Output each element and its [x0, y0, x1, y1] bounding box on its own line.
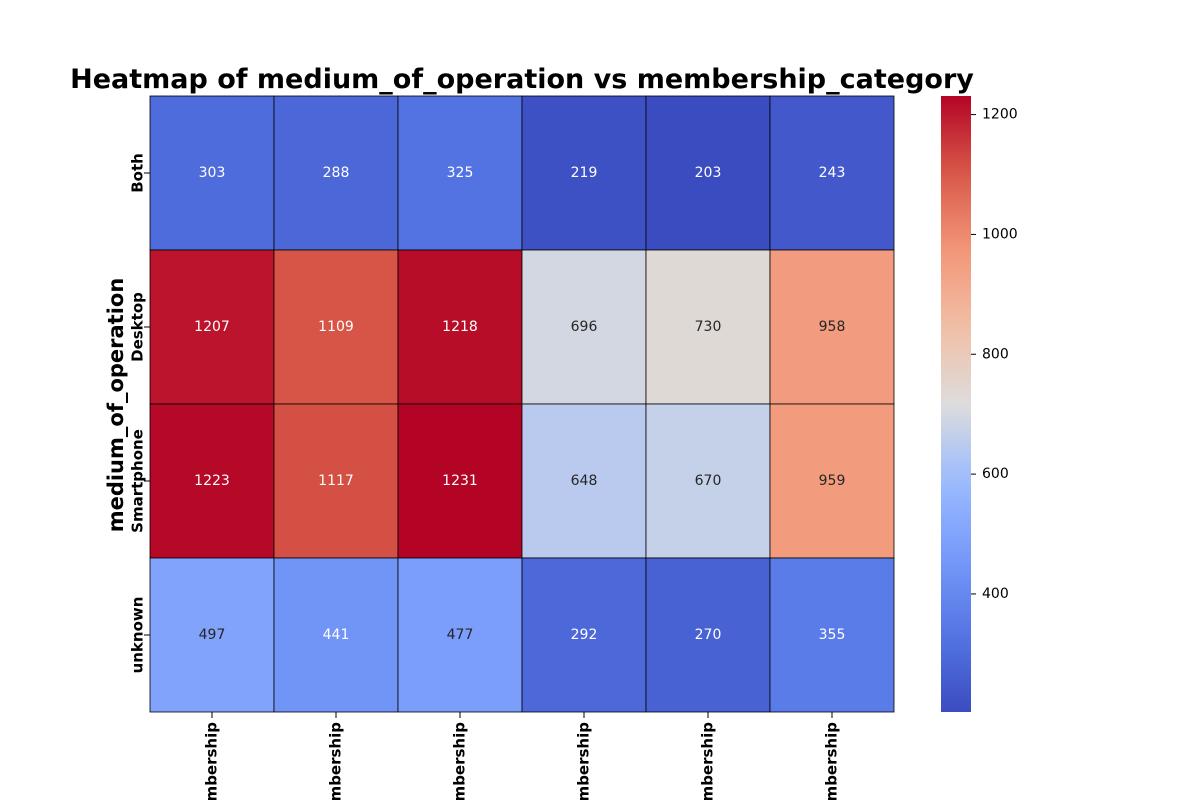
- colorbar-tick-label: 1000: [982, 226, 1018, 242]
- heatmap-cell: [521, 249, 647, 405]
- heatmap-cell: [273, 95, 399, 251]
- x-tick-label: mbership: [451, 722, 469, 800]
- heatmap-cell: [769, 403, 895, 559]
- cell-value-label: 477: [447, 627, 474, 643]
- heatmap-cell: [149, 249, 275, 405]
- cell-value-label: 1218: [442, 319, 478, 335]
- cell-value-label: 219: [571, 165, 598, 181]
- x-tick-label: mbership: [327, 722, 345, 800]
- heatmap-cell: [645, 557, 771, 713]
- colorbar-tick-label: 800: [982, 346, 1009, 362]
- heatmap-cell: [769, 95, 895, 251]
- cell-value-label: 497: [199, 627, 226, 643]
- cell-value-label: 303: [199, 165, 226, 181]
- heatmap-cell: [521, 403, 647, 559]
- x-tick-label: mbership: [699, 722, 717, 800]
- cell-value-label: 1207: [194, 319, 230, 335]
- colorbar-tick-label: 600: [982, 466, 1009, 482]
- cell-value-label: 648: [571, 473, 598, 489]
- cell-value-label: 288: [323, 165, 350, 181]
- heatmap-cell: [645, 95, 771, 251]
- cell-value-label: 1223: [194, 473, 230, 489]
- heatmap-cell: [769, 249, 895, 405]
- cell-value-label: 203: [695, 165, 722, 181]
- heatmap-cell: [645, 403, 771, 559]
- x-tick-label: mbership: [823, 722, 841, 800]
- y-tick-label: Smartphone: [129, 429, 147, 533]
- cell-value-label: 441: [323, 627, 350, 643]
- cell-value-label: 325: [447, 165, 474, 181]
- colorbar-tick-label: 1200: [982, 107, 1018, 123]
- y-tick-label: unknown: [129, 597, 147, 674]
- cell-value-label: 270: [695, 627, 722, 643]
- cell-value-label: 292: [571, 627, 598, 643]
- y-tick-labels: Both Desktop Smartphone unknown: [129, 153, 150, 674]
- heatmap-cell: [769, 557, 895, 713]
- x-tick-label: mbership: [203, 722, 221, 800]
- y-tick-label: Desktop: [129, 292, 147, 362]
- colorbar-tick-label: 400: [982, 586, 1009, 602]
- heatmap-cell: [273, 557, 399, 713]
- y-axis-label: medium_of_operation: [104, 278, 128, 533]
- heatmap-cell: [273, 403, 399, 559]
- heatmap-cell: [521, 95, 647, 251]
- heatmap-cell: [521, 557, 647, 713]
- x-tick-label: mbership: [575, 722, 593, 800]
- cell-value-label: 730: [695, 319, 722, 335]
- y-tick-label: Both: [129, 153, 147, 193]
- heatmap-grid: 303 288 325 219 203 243 1207 1109 1218 696 730 958 1…: [149, 95, 895, 713]
- colorbar: 400 600 800 1000 1200: [941, 96, 1018, 712]
- chart-title: Heatmap of medium_of_operation vs member…: [70, 64, 974, 95]
- heatmap-cell: [149, 403, 275, 559]
- heatmap-cell: [273, 249, 399, 405]
- cell-value-label: 243: [819, 165, 846, 181]
- cell-value-label: 670: [695, 473, 722, 489]
- cell-value-label: 958: [819, 319, 846, 335]
- heatmap-cell: [397, 95, 523, 251]
- heatmap-cell: [149, 557, 275, 713]
- heatmap-cell: [397, 403, 523, 559]
- cell-value-label: 1117: [318, 473, 354, 489]
- cell-value-label: 355: [819, 627, 846, 643]
- heatmap-cell: [149, 95, 275, 251]
- colorbar-gradient: [941, 96, 971, 712]
- cell-value-label: 959: [819, 473, 846, 489]
- x-tick-labels: mbership mbership mbership mbership mbership…: [203, 712, 841, 800]
- cell-value-label: 1109: [318, 319, 354, 335]
- heatmap-cell: [397, 557, 523, 713]
- cell-value-label: 1231: [442, 473, 478, 489]
- cell-value-label: 696: [571, 319, 598, 335]
